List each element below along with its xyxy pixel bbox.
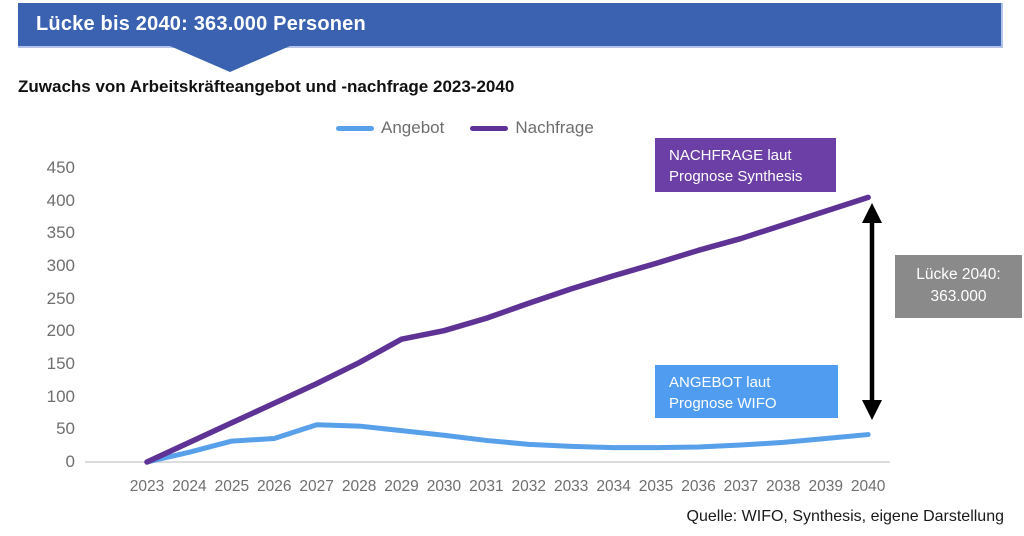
x-axis-line bbox=[85, 461, 890, 463]
y-tick-label: 200 bbox=[46, 321, 75, 341]
chart-legend: Angebot Nachfrage bbox=[336, 118, 594, 138]
nachfrage-annotation-line2: Prognose Synthesis bbox=[669, 168, 803, 185]
x-tick-label: 2034 bbox=[596, 478, 631, 495]
angebot-annotation-line1: ANGEBOT laut bbox=[669, 374, 771, 391]
gap-label-line2: 363.000 bbox=[930, 288, 987, 305]
x-tick-label: 2025 bbox=[214, 478, 250, 495]
y-tick-label: 50 bbox=[56, 419, 75, 439]
y-tick-label: 0 bbox=[65, 452, 75, 471]
source-note: Quelle: WIFO, Synthesis, eigene Darstell… bbox=[686, 508, 1004, 525]
series-line-nachfrage bbox=[144, 194, 871, 465]
legend-swatch-icon bbox=[336, 125, 374, 131]
x-tick-label: 2040 bbox=[850, 478, 886, 495]
series-line-angebot bbox=[144, 422, 871, 465]
x-tick-label: 2027 bbox=[299, 478, 334, 495]
x-tick-label: 2031 bbox=[469, 478, 504, 495]
x-tick-label: 2029 bbox=[384, 478, 419, 495]
x-tick-label: 2024 bbox=[172, 478, 207, 495]
legend-label: Nachfrage bbox=[515, 118, 594, 137]
x-tick-label: 2030 bbox=[426, 478, 462, 495]
header-banner: Lücke bis 2040: 363.000 Personen bbox=[18, 3, 1003, 48]
gap-arrow-head-icon bbox=[862, 400, 882, 420]
x-tick-label: 2036 bbox=[681, 478, 716, 495]
y-tick-label: 400 bbox=[46, 190, 75, 210]
chart-title: Zuwachs von Arbeitskräfteangebot und -na… bbox=[18, 77, 515, 96]
x-tick-label: 2028 bbox=[341, 478, 377, 495]
x-tick-label: 2026 bbox=[257, 478, 292, 495]
y-tick-label: 150 bbox=[46, 354, 75, 373]
legend-item-angebot: Angebot bbox=[336, 118, 444, 138]
x-tick-label: 2032 bbox=[511, 478, 547, 495]
x-tick-label: 2023 bbox=[129, 478, 165, 495]
y-tick-label: 300 bbox=[46, 256, 75, 275]
angebot-annotation-line2: Prognose WIFO bbox=[669, 395, 777, 412]
x-tick-label: 2039 bbox=[808, 478, 843, 495]
legend-swatch-icon bbox=[470, 125, 509, 131]
x-tick-label: 2037 bbox=[723, 478, 759, 495]
x-tick-label: 2035 bbox=[638, 478, 674, 495]
nachfrage-annotation-line1: NACHFRAGE laut bbox=[669, 147, 792, 164]
y-tick-label: 350 bbox=[46, 223, 75, 243]
gap-arrow-head-icon bbox=[862, 203, 882, 223]
x-tick-label: 2038 bbox=[766, 478, 801, 495]
legend-label: Angebot bbox=[381, 118, 445, 137]
y-tick-label: 450 bbox=[46, 158, 75, 177]
banner-pointer-triangle bbox=[170, 46, 290, 72]
gap-label-line1: Lücke 2040: bbox=[916, 266, 1001, 283]
legend-item-nachfrage: Nachfrage bbox=[470, 118, 594, 138]
header-banner-title: Lücke bis 2040: 363.000 Personen bbox=[36, 13, 366, 35]
y-tick-label: 100 bbox=[46, 386, 75, 406]
gap-label-box: Lücke 2040: 363.000 bbox=[895, 255, 1022, 318]
angebot-annotation-box: ANGEBOT laut Prognose WIFO bbox=[655, 365, 838, 418]
nachfrage-annotation-box: NACHFRAGE laut Prognose Synthesis bbox=[655, 138, 836, 192]
y-tick-label: 250 bbox=[46, 288, 75, 308]
x-tick-label: 2033 bbox=[553, 478, 589, 495]
